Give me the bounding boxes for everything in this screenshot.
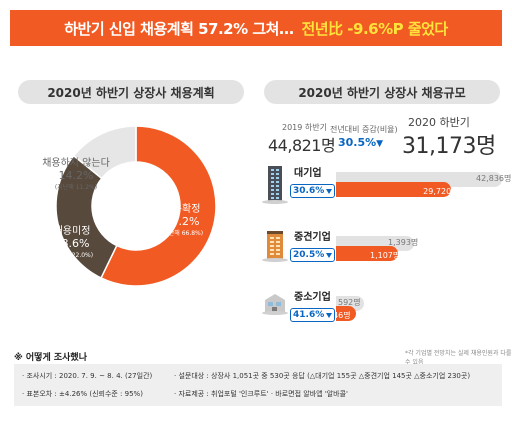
bar-change-badge: 41.6% [290, 308, 336, 322]
bar-current-value: 346명 [328, 311, 351, 320]
cur-total-value: 31,173명 [402, 134, 496, 159]
arrow-down-icon [326, 252, 333, 258]
donut-slice-0 [100, 125, 217, 287]
prev-total-label: 2019 하반기 [282, 123, 327, 132]
bar-category-label: 중견기업 [294, 232, 331, 243]
survey-error: · 표본오차 : ±4.26% (신뢰수준 : 95%) [22, 390, 143, 398]
bar-current [336, 246, 398, 261]
bar-category-label: 대기업 [294, 168, 322, 179]
bar-current-value: 1,107명 [369, 251, 401, 260]
survey-period: · 조사시기 : 2020. 7. 9. ~ 8. 4. (27일간) [22, 372, 153, 380]
bar-prev-value: 1,393명 [388, 238, 419, 247]
survey-source: · 자료제공 : 취업포털 '인크루트' · 바로면접 알바앱 '알바콜' [174, 390, 348, 398]
donut-slice-1 [55, 154, 118, 279]
survey-target: · 설문대상 : 상장사 1,051곳 중 530곳 응답 (△대기업 155곳… [174, 372, 471, 380]
donut-slice-prev: (지난해 66.8%) [161, 229, 203, 237]
headline-highlight: 전년比 -9.6%P 줄었다 [301, 19, 448, 38]
donut-slice-label: 채용미정 [54, 225, 91, 237]
survey-title: ※ 어떻게 조사했나 [14, 353, 87, 363]
rate-label: 전년대비 증감(비율) [330, 125, 398, 134]
survey-info-box: · 조사시기 : 2020. 7. 9. ~ 8. 4. (27일간) · 표본… [14, 364, 502, 406]
donut-slice-percent: 57.2% [165, 215, 200, 228]
bar-change-badge: 30.6% [290, 184, 336, 198]
bar-change-badge: 20.5% [290, 248, 336, 262]
bar-current [336, 306, 356, 321]
donut-slice-prev: (지난해 11.2%) [55, 183, 97, 191]
arrow-down-icon: ▼ [376, 139, 384, 149]
donut-slice-2 [72, 125, 137, 180]
bar-change-value: 30.6% [293, 186, 325, 196]
bar-current [336, 182, 452, 197]
donut-slice-percent: 14.2% [59, 169, 94, 182]
bar-category-label: 중소기업 [294, 292, 331, 303]
bar-prev-value: 592명 [338, 298, 361, 307]
mid-company-building-icon [262, 228, 288, 264]
bar-change-value: 41.6% [293, 310, 325, 320]
arrow-down-icon [326, 188, 333, 194]
rate-value: 30.5%▼ [338, 136, 384, 149]
cur-total-label: 2020 하반기 [408, 116, 470, 129]
bar-prev-value: 42,836명 [476, 174, 512, 183]
prev-total-value: 44,821명 [268, 136, 336, 155]
large-company-building-icon [262, 164, 288, 204]
donut-slice-label: 채용확정 [164, 203, 201, 215]
left-panel-title: 2020년 하반기 상장사 채용계획 [18, 80, 244, 104]
right-panel-title: 2020년 하반기 상장사 채용규모 [264, 80, 500, 104]
headline-text: 하반기 신입 채용계획 57.2% 그쳐… [64, 19, 294, 38]
small-company-building-icon [262, 290, 288, 326]
donut-slice-label: 채용하지 않는다 [42, 156, 110, 169]
footnote: *각 기업별 전망치는 실제 채용인원과 다를 수 있음 [405, 350, 512, 366]
bar-change-value: 20.5% [293, 250, 325, 260]
arrow-down-icon [326, 312, 333, 318]
bar-current-value: 29,720명 [423, 187, 459, 196]
donut-slice-prev: (지난해 22.0%) [51, 251, 93, 259]
headline-banner: 하반기 신입 채용계획 57.2% 그쳐… 전년比 -9.6%P 줄었다 [10, 10, 502, 46]
donut-slice-percent: 28.6% [55, 237, 90, 250]
